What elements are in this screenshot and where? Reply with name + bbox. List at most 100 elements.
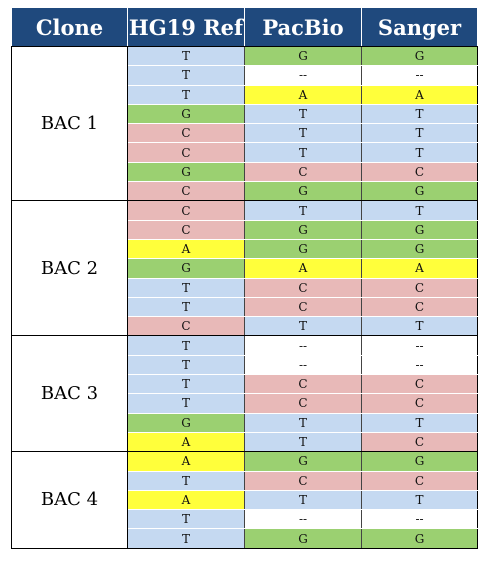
hg19-ref-cell: T <box>127 84 245 105</box>
clone-label: BAC 4 <box>11 451 128 549</box>
sanger-cell: -- <box>361 65 478 86</box>
pacbio-cell: G <box>244 219 362 240</box>
hg19-ref-cell: C <box>127 200 245 221</box>
sanger-cell: C <box>361 393 478 414</box>
hg19-ref-cell: C <box>127 123 245 144</box>
sanger-cell: T <box>361 200 478 221</box>
table-row: BAC 3 T -- -- <box>11 335 478 453</box>
hg19-ref-cell: T <box>127 374 245 395</box>
hg19-ref-cell: C <box>127 142 245 163</box>
hg19-ref-cell: C <box>127 316 245 337</box>
hg19-ref-cell: T <box>127 65 245 86</box>
clone-label: BAC 3 <box>11 335 128 453</box>
sanger-cell: A <box>361 84 478 105</box>
pacbio-cell: T <box>244 489 362 511</box>
sanger-cell: G <box>361 219 478 240</box>
hg19-ref-cell: T <box>127 509 245 530</box>
sanger-cell: -- <box>361 509 478 530</box>
hg19-ref-cell: A <box>127 451 245 472</box>
hg19-ref-cell: G <box>127 103 245 125</box>
sanger-cell: T <box>361 103 478 125</box>
sanger-cell: T <box>361 142 478 163</box>
hg19-ref-cell: G <box>127 161 245 183</box>
hg19-ref-cell: T <box>127 393 245 414</box>
pacbio-cell: T <box>244 123 362 144</box>
pacbio-cell: -- <box>244 65 362 86</box>
header-pacbio: PacBio <box>244 7 362 47</box>
pacbio-cell: C <box>244 296 362 318</box>
sanger-cell: C <box>361 374 478 395</box>
pacbio-cell: T <box>244 431 362 453</box>
pacbio-cell: G <box>244 451 362 472</box>
pacbio-cell: G <box>244 45 362 67</box>
pacbio-cell: A <box>244 258 362 279</box>
sanger-cell: T <box>361 489 478 511</box>
hg19-ref-cell: T <box>127 528 245 549</box>
pacbio-cell: T <box>244 200 362 221</box>
pacbio-cell: G <box>244 528 362 549</box>
sanger-cell: C <box>361 277 478 298</box>
sanger-cell: A <box>361 258 478 279</box>
sanger-cell: T <box>361 123 478 144</box>
pacbio-cell: -- <box>244 335 362 356</box>
pacbio-cell: -- <box>244 509 362 530</box>
pacbio-cell: G <box>244 238 362 260</box>
pacbio-cell: A <box>244 84 362 105</box>
hg19-ref-cell: A <box>127 489 245 511</box>
header-clone: Clone <box>11 7 128 47</box>
pacbio-cell: T <box>244 316 362 337</box>
table-row: T -- -- <box>12 509 478 530</box>
header-hg19-ref: HG19 Ref <box>127 7 245 47</box>
hg19-ref-cell: T <box>127 354 245 376</box>
hg19-ref-cell: T <box>127 470 245 491</box>
pacbio-cell: C <box>244 470 362 491</box>
pacbio-cell: C <box>244 277 362 298</box>
hg19-ref-cell: T <box>127 277 245 298</box>
sanger-cell: T <box>361 316 478 337</box>
sanger-cell: -- <box>361 335 478 356</box>
hg19-ref-cell: A <box>127 238 245 260</box>
table-header: Clone HG19 Ref PacBio Sanger <box>11 7 478 47</box>
clone-label: BAC 1 <box>11 45 128 202</box>
pacbio-cell: C <box>244 161 362 183</box>
sanger-cell: T <box>361 412 478 433</box>
hg19-ref-cell: T <box>127 296 245 318</box>
header-row: Clone HG19 Ref PacBio Sanger <box>11 7 478 47</box>
hg19-ref-cell: T <box>127 335 245 356</box>
clone-label: BAC 2 <box>11 200 128 337</box>
pacbio-cell: T <box>244 103 362 125</box>
sanger-cell: C <box>361 431 478 453</box>
sanger-cell: G <box>361 45 478 67</box>
hg19-ref-cell: T <box>127 45 245 67</box>
pacbio-cell: C <box>244 374 362 395</box>
sequence-comparison-table: Clone HG19 Ref PacBio Sanger BAC 1 T G G T --… <box>11 7 478 549</box>
sanger-cell: G <box>361 451 478 472</box>
hg19-ref-cell: G <box>127 412 245 433</box>
hg19-ref-cell: C <box>127 181 245 202</box>
hg19-ref-cell: C <box>127 219 245 240</box>
sanger-cell: C <box>361 470 478 491</box>
pacbio-cell: -- <box>244 354 362 376</box>
pacbio-cell: G <box>244 181 362 202</box>
hg19-ref-cell: A <box>127 431 245 453</box>
sanger-cell: C <box>361 296 478 318</box>
sanger-cell: G <box>361 181 478 202</box>
pacbio-cell: T <box>244 412 362 433</box>
sanger-cell: G <box>361 528 478 549</box>
sanger-cell: -- <box>361 354 478 376</box>
